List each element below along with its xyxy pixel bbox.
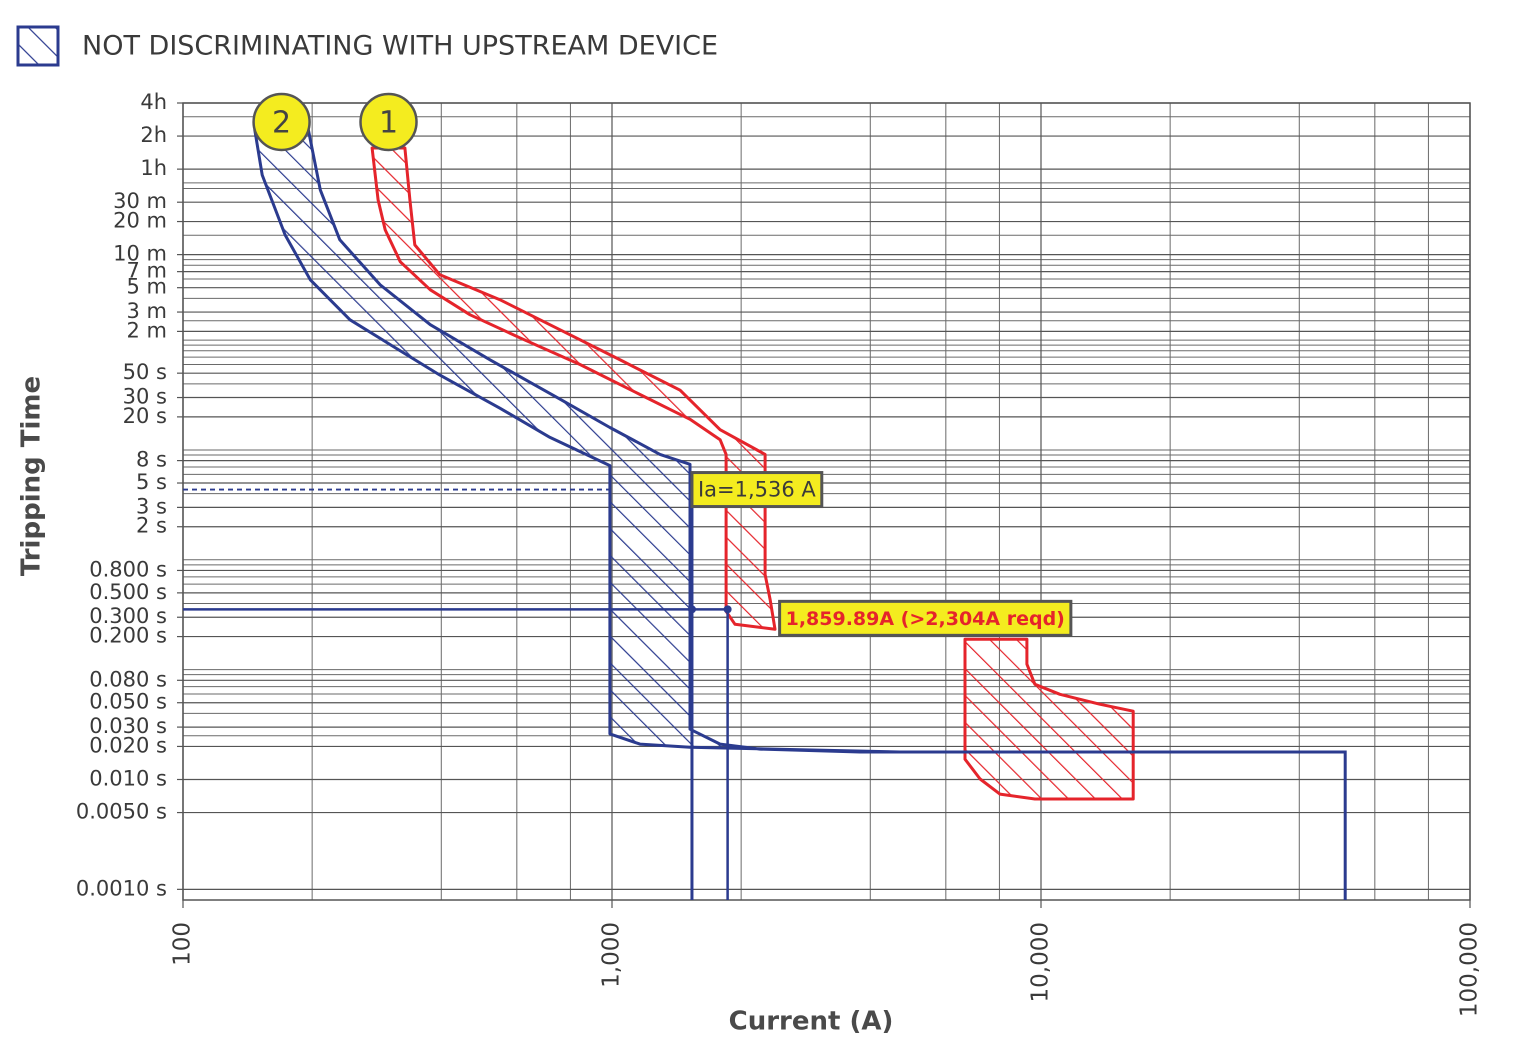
y-tick-label: 0.0010 s xyxy=(76,876,167,900)
x-tick-label: 1,000 xyxy=(599,922,625,988)
curve-band xyxy=(370,146,777,631)
x-tick-label: 100,000 xyxy=(1457,922,1483,1017)
annotation-box xyxy=(690,471,824,509)
y-tick-label: 0.0050 s xyxy=(76,800,167,824)
y-tick-label: 0.080 s xyxy=(89,667,167,691)
y-tick-label: 1h xyxy=(140,156,167,180)
plot-frame xyxy=(182,102,1471,901)
y-tick-label: 0.010 s xyxy=(89,767,167,791)
y-tick-label: 20 m xyxy=(113,209,167,233)
y-tick-label: 4h xyxy=(140,90,167,114)
annotation-label: 1,859.89A (>2,304A reqd) xyxy=(786,608,1065,630)
x-tick-label: 100 xyxy=(170,922,196,966)
legend-icon xyxy=(16,25,60,67)
y-tick-label: 0.020 s xyxy=(89,733,167,757)
y-tick-label: 3 m xyxy=(127,299,168,323)
y-tick-label: 0.800 s xyxy=(89,557,167,581)
y-tick-label: 0.500 s xyxy=(89,580,167,604)
y-tick-label: 3 s xyxy=(136,494,167,518)
y-tick-label: 0.200 s xyxy=(89,624,167,648)
note: NOT DISCRIMINATING WITH UPSTREAM DEVICE xyxy=(82,31,718,62)
curve-line xyxy=(899,750,1347,900)
device-badge xyxy=(252,92,311,152)
y-tick-label: 0.300 s xyxy=(89,604,167,628)
y-tick-label: 2 s xyxy=(136,514,167,538)
device-badge xyxy=(359,92,418,152)
ia-point xyxy=(687,605,696,614)
device-label: 1 xyxy=(379,106,398,141)
device-label: 2 xyxy=(272,106,291,141)
y-tick-label: 30 m xyxy=(113,189,167,213)
fault-point xyxy=(723,605,732,614)
y-tick-label: 2 m xyxy=(127,318,168,342)
y-tick-label: 0.050 s xyxy=(89,690,167,714)
x-axis-title: Current (A) xyxy=(729,1007,894,1037)
y-tick-label: 7 m xyxy=(127,259,168,283)
annotation-label: Ia=1,536 A xyxy=(698,478,816,502)
y-axis-title: Tripping Time xyxy=(17,376,47,576)
y-tick-label: 5 m xyxy=(127,275,168,299)
y-tick-label: 20 s xyxy=(123,404,167,428)
y-tick-label: 30 s xyxy=(123,385,167,409)
y-tick-label: 0.030 s xyxy=(89,714,167,738)
curve-band xyxy=(963,637,1135,801)
annotation-box xyxy=(778,599,1073,637)
x-tick-label: 10,000 xyxy=(1028,922,1054,1002)
curve-band xyxy=(253,128,902,754)
y-tick-label: 50 s xyxy=(123,360,167,384)
y-tick-label: 2h xyxy=(140,123,167,147)
y-tick-label: 8 s xyxy=(136,448,167,472)
y-tick-label: 5 s xyxy=(136,470,167,494)
y-tick-label: 10 m xyxy=(113,242,167,266)
